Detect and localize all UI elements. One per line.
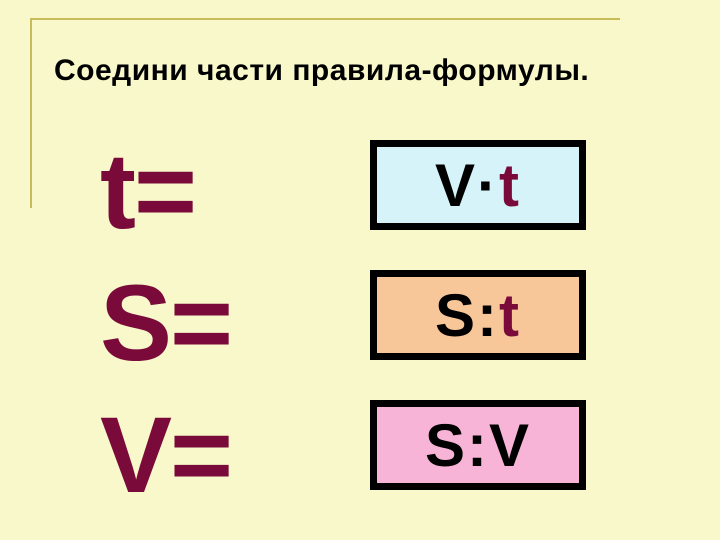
var-v: V [100, 394, 170, 515]
formula-part: : [467, 411, 489, 480]
formula-box-st[interactable]: S : t [370, 270, 586, 360]
lhs-v: V= [100, 389, 231, 521]
formula-part: : [477, 281, 499, 350]
formula-part: S [425, 411, 467, 480]
decor-line-horizontal [30, 18, 620, 20]
formula-box-vt[interactable]: V · t [370, 140, 586, 230]
formula-part: V [489, 411, 531, 480]
eq-sign: = [170, 394, 231, 515]
formula-part: · [477, 151, 499, 220]
lhs-t: t= [100, 125, 231, 257]
var-s: S [100, 262, 170, 383]
lhs-s: S= [100, 257, 231, 389]
lhs-column: t= S= V= [100, 125, 231, 520]
var-t: t [100, 130, 134, 251]
decor-line-vertical [30, 18, 32, 208]
eq-sign: = [134, 130, 195, 251]
formula-part: t [499, 281, 521, 350]
formula-boxes-column: V · t S : t S : V [370, 140, 586, 490]
formula-part: S [435, 281, 477, 350]
formula-part: t [499, 151, 521, 220]
eq-sign: = [170, 262, 231, 383]
task-heading: Соедини части правила-формулы. [54, 54, 589, 88]
formula-part: V [435, 151, 477, 220]
formula-box-sv[interactable]: S : V [370, 400, 586, 490]
